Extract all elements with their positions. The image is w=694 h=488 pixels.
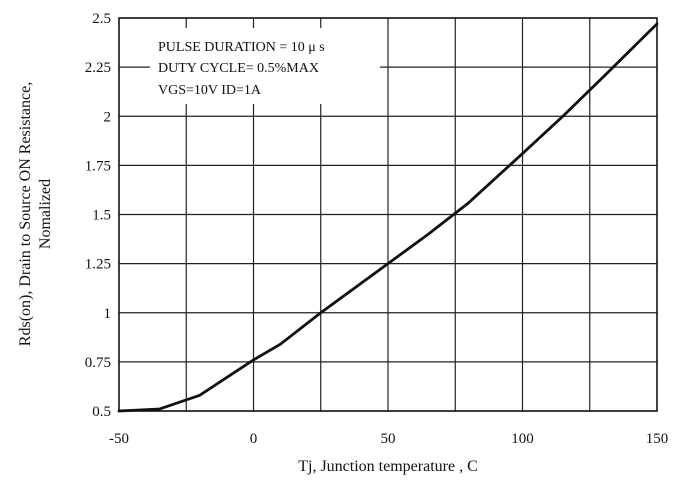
y-tick-label: 1.5 <box>92 208 111 224</box>
y-tick-label: 1 <box>104 306 112 322</box>
plot-frame <box>118 17 658 412</box>
y-tick-label: 2.25 <box>85 60 111 76</box>
x-tick-label: 50 <box>381 431 396 447</box>
annotation-line-2: DUTY CYCLE= 0.5%MAX <box>158 61 319 76</box>
y-tick-label: 0.75 <box>85 355 111 371</box>
tick-label-layer: 0.5 0.75 1 1.25 1.5 1.75 2 2.25 2.5 -50 0 50 100 150 <box>85 11 669 447</box>
x-tick-label: 0 <box>250 431 258 447</box>
annotation-line-3: VGS=10V ID=1A <box>158 83 262 98</box>
y-tick-label: 2.5 <box>92 11 111 27</box>
series-layer <box>117 22 659 413</box>
series-line <box>117 22 659 413</box>
y-axis-title-line-2: Nomalized <box>37 179 54 249</box>
annotation-line-1: PULSE DURATION = 10 μ s <box>158 40 325 55</box>
y-tick-label: 2 <box>104 109 112 125</box>
x-axis-title: Tj, Junction temperature , C <box>298 458 478 475</box>
x-tick-label: -50 <box>109 431 129 447</box>
y-tick-label: 1.25 <box>85 257 111 273</box>
y-tick-label: 1.75 <box>85 158 111 174</box>
y-axis-title-line-1: Rds(on), Drain to Source ON Resistance, <box>17 82 34 346</box>
x-tick-label: 100 <box>511 431 534 447</box>
y-tick-label: 0.5 <box>92 404 111 420</box>
x-tick-label: 150 <box>646 431 669 447</box>
annotation-box <box>150 28 380 104</box>
